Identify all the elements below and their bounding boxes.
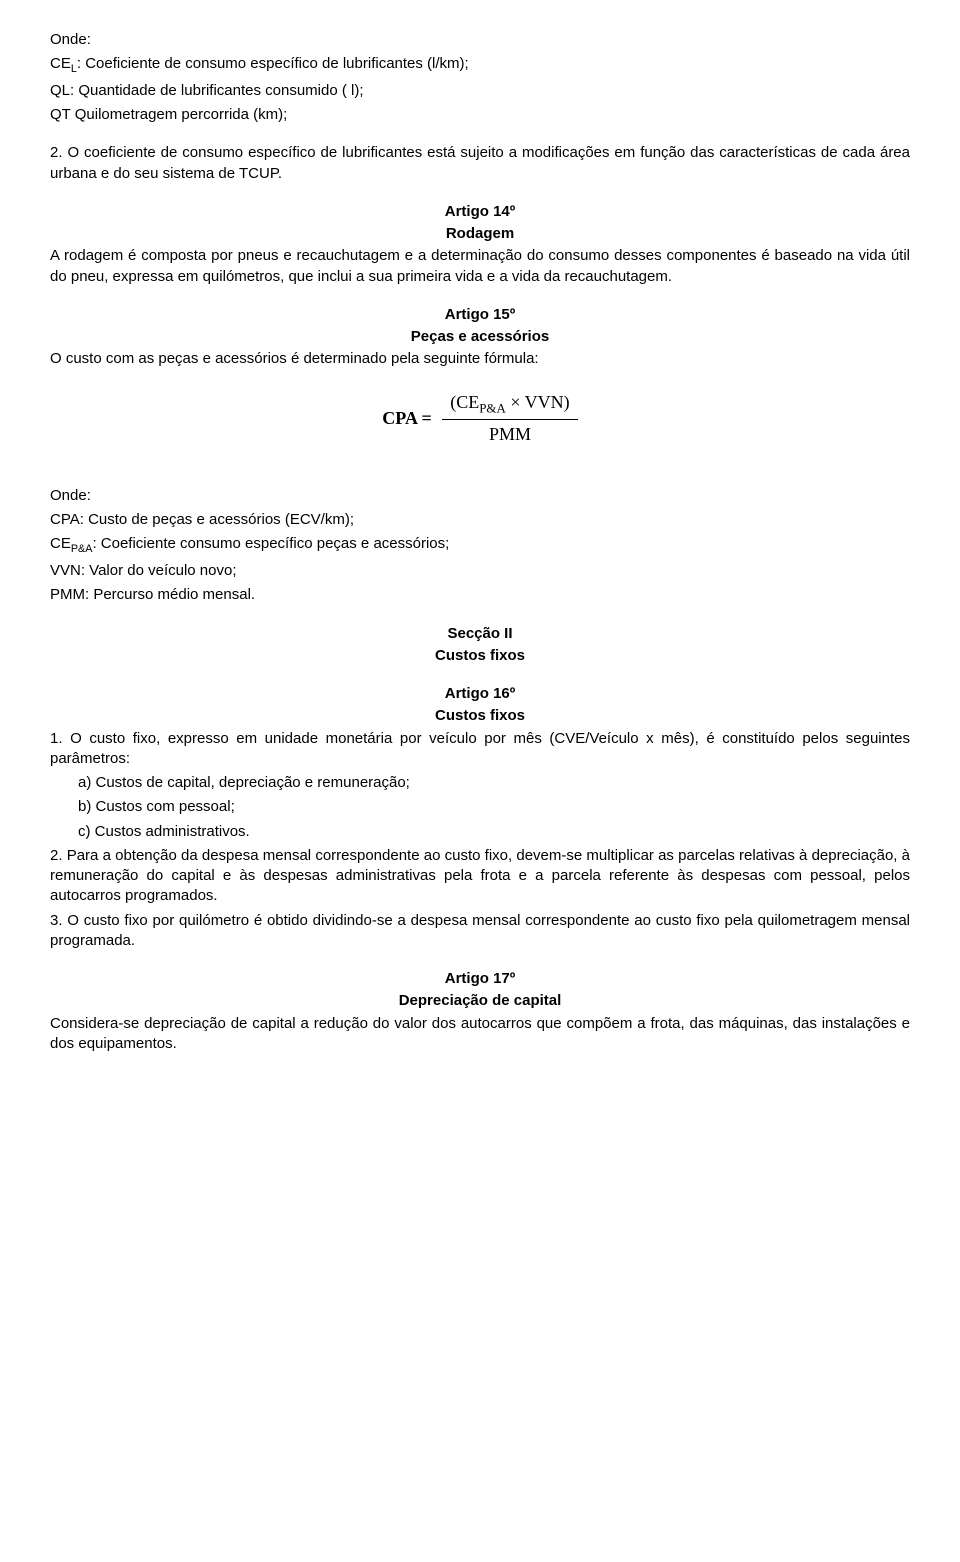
article-number: Artigo 14º bbox=[50, 202, 910, 222]
article-body: O custo com as peças e acessórios é dete… bbox=[50, 349, 910, 369]
definitions-block-2: Onde: CPA: Custo de peças e acessórios (… bbox=[50, 486, 910, 606]
article-p1: 1. O custo fixo, expresso em unidade mon… bbox=[50, 729, 910, 770]
article-title: Peças e acessórios bbox=[50, 327, 910, 347]
def-sub: P&A bbox=[71, 543, 93, 555]
article-number: Artigo 15º bbox=[50, 305, 910, 325]
num-sub: P&A bbox=[479, 400, 506, 415]
def-line: PMM: Percurso médio mensal. bbox=[50, 585, 910, 605]
def-line: CPA: Custo de peças e acessórios (ECV/km… bbox=[50, 510, 910, 530]
article-14: Artigo 14º Rodagem A rodagem é composta … bbox=[50, 202, 910, 287]
article-body: A rodagem é composta por pneus e recauch… bbox=[50, 246, 910, 287]
def-text: : Coeficiente de consumo específico de l… bbox=[77, 55, 469, 72]
article-16: Artigo 16º Custos fixos 1. O custo fixo,… bbox=[50, 684, 910, 951]
list-item-b: b) Custos com pessoal; bbox=[50, 797, 910, 817]
article-p2: 2. Para a obtenção da despesa mensal cor… bbox=[50, 846, 910, 907]
paragraph-2: 2. O coeficiente de consumo específico d… bbox=[50, 143, 910, 184]
article-body: Considera-se depreciação de capital a re… bbox=[50, 1014, 910, 1055]
formula-numerator: (CEP&A × VVN) bbox=[442, 390, 577, 420]
article-number: Artigo 16º bbox=[50, 684, 910, 704]
def-line: CEP&A: Coeficiente consumo específico pe… bbox=[50, 534, 910, 557]
def-line: QT Quilometragem percorrida (km); bbox=[50, 105, 910, 125]
definitions-block-1: Onde: CEL: Coeficiente de consumo especí… bbox=[50, 30, 910, 125]
def-text: CE bbox=[50, 535, 71, 552]
article-p3: 3. O custo fixo por quilómetro é obtido … bbox=[50, 911, 910, 952]
article-number: Artigo 17º bbox=[50, 969, 910, 989]
formula-fraction: (CEP&A × VVN) PMM bbox=[442, 390, 577, 446]
section-title: Custos fixos bbox=[50, 646, 910, 666]
def-text: : Coeficiente consumo específico peças e… bbox=[92, 535, 449, 552]
article-title: Rodagem bbox=[50, 224, 910, 244]
formula-cpa: CPA = (CEP&A × VVN) PMM bbox=[50, 390, 910, 446]
onde-label: Onde: bbox=[50, 486, 910, 506]
article-title: Custos fixos bbox=[50, 706, 910, 726]
def-line: VVN: Valor do veículo novo; bbox=[50, 561, 910, 581]
list-item-a: a) Custos de capital, depreciação e remu… bbox=[50, 773, 910, 793]
section-number: Secção II bbox=[50, 624, 910, 644]
list-item-c: c) Custos administrativos. bbox=[50, 822, 910, 842]
def-line: CEL: Coeficiente de consumo específico d… bbox=[50, 54, 910, 77]
def-line: QL: Quantidade de lubrificantes consumid… bbox=[50, 81, 910, 101]
formula-lhs: CPA = bbox=[382, 408, 431, 428]
num-text: (CE bbox=[450, 392, 479, 412]
article-title: Depreciação de capital bbox=[50, 991, 910, 1011]
article-17: Artigo 17º Depreciação de capital Consid… bbox=[50, 969, 910, 1054]
def-text: CE bbox=[50, 55, 71, 72]
formula-denominator: PMM bbox=[442, 420, 577, 446]
section-2-header: Secção II Custos fixos bbox=[50, 624, 910, 667]
num-text: × VVN) bbox=[506, 392, 570, 412]
article-15: Artigo 15º Peças e acessórios O custo co… bbox=[50, 305, 910, 370]
onde-label: Onde: bbox=[50, 30, 910, 50]
